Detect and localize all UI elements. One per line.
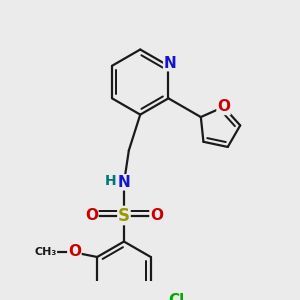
Text: O: O [150, 208, 163, 223]
Text: H: H [104, 174, 116, 188]
Text: S: S [118, 206, 130, 224]
Text: Cl: Cl [169, 293, 185, 300]
Text: N: N [164, 56, 176, 71]
Text: O: O [85, 208, 98, 223]
Text: O: O [68, 244, 81, 259]
Text: CH₃: CH₃ [34, 247, 57, 257]
Text: O: O [217, 99, 230, 114]
Text: N: N [118, 175, 130, 190]
